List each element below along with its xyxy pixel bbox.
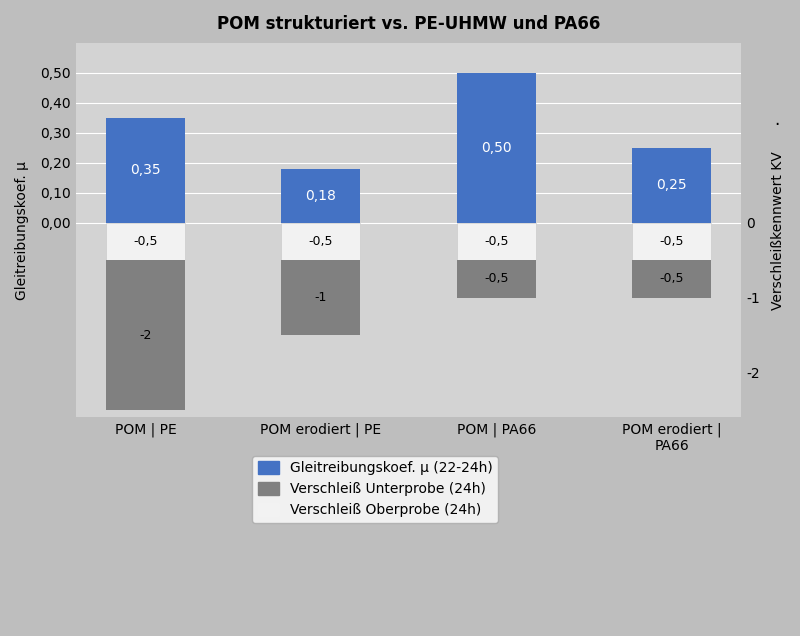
Bar [632,223,711,260]
Bar [457,223,536,260]
Bar [282,169,360,223]
Text: -2: -2 [139,329,152,342]
Bar [282,260,360,335]
Bar [632,148,711,223]
Text: 0,25: 0,25 [656,178,687,192]
Y-axis label: Gleitreibungskoef. μ: Gleitreibungskoef. μ [15,161,29,300]
Text: .: . [774,111,780,129]
Bar [106,260,185,410]
Bar [106,118,185,223]
Text: -0,5: -0,5 [133,235,158,248]
Text: -0,5: -0,5 [659,235,684,248]
Text: 0,50: 0,50 [481,141,511,155]
Bar [457,73,536,223]
Text: -0,5: -0,5 [484,272,509,286]
Text: 0,18: 0,18 [306,189,336,203]
Text: -0,5: -0,5 [309,235,333,248]
Text: -0,5: -0,5 [484,235,509,248]
Text: -1: -1 [314,291,327,304]
Text: 0,35: 0,35 [130,163,161,177]
Legend: Gleitreibungskoef. μ (22-24h), Verschleiß Unterprobe (24h), Verschleiß Oberprobe: Gleitreibungskoef. μ (22-24h), Verschlei… [252,456,498,523]
Bar [632,260,711,298]
Text: -0,5: -0,5 [659,272,684,286]
Title: POM strukturiert vs. PE-UHMW und PA66: POM strukturiert vs. PE-UHMW und PA66 [217,15,600,33]
Bar [457,260,536,298]
Y-axis label: Verschleißkennwert KV: Verschleißkennwert KV [771,151,785,310]
Bar [282,223,360,260]
Bar [106,223,185,260]
